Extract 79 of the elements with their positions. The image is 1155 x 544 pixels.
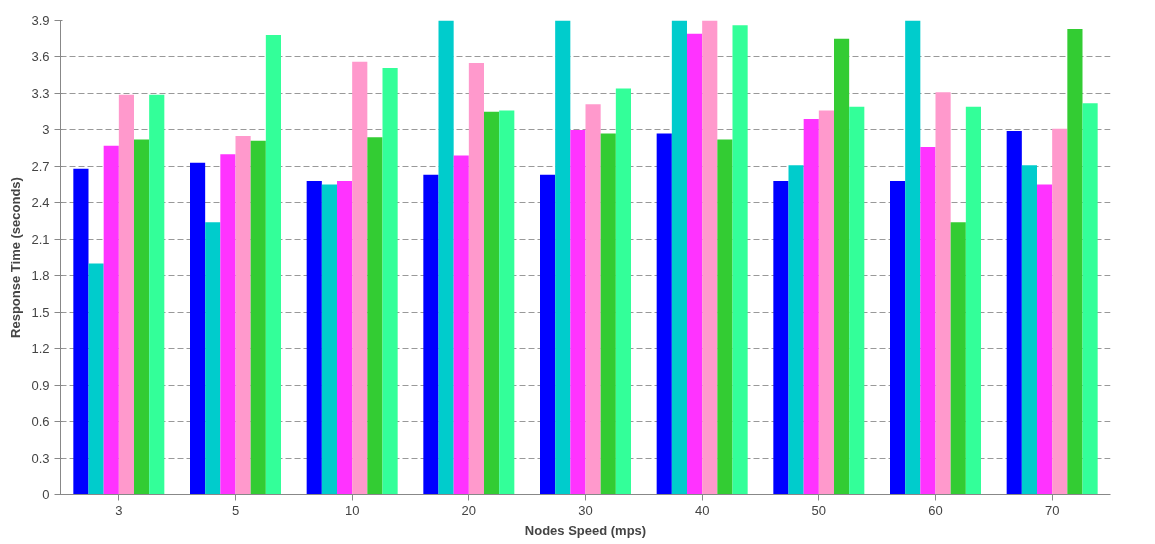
bar <box>265 35 281 495</box>
y-tick-label: 3.9 <box>31 13 50 28</box>
bar <box>890 180 906 495</box>
bar <box>1021 165 1037 495</box>
bar <box>149 94 165 495</box>
bar <box>803 118 819 495</box>
bar <box>438 20 454 495</box>
y-tick-label: 2.4 <box>31 195 50 211</box>
bar <box>788 165 804 495</box>
y-tick-label: 0.6 <box>31 414 50 430</box>
bar <box>88 263 104 495</box>
bar <box>905 20 921 495</box>
x-tick-label: 10 <box>344 502 360 518</box>
y-tick-label: 3.6 <box>31 49 50 65</box>
bar <box>250 140 266 495</box>
bar <box>423 174 439 495</box>
bar <box>950 222 966 495</box>
bar <box>1082 103 1098 495</box>
bar <box>570 129 586 495</box>
bar <box>1067 29 1083 495</box>
bar <box>453 155 469 495</box>
y-tick-label: 3.3 <box>31 85 50 101</box>
bar <box>849 106 865 495</box>
bar <box>935 92 951 495</box>
x-tick-label: 5 <box>231 502 240 518</box>
x-tick-label: 70 <box>1044 502 1060 518</box>
x-axis-title: Nodes Speed (mps) <box>524 522 647 538</box>
bar <box>585 104 601 495</box>
bar <box>190 162 206 495</box>
bar <box>352 61 368 495</box>
y-tick-label: 2.7 <box>31 158 50 174</box>
bar <box>687 33 703 495</box>
bar <box>920 146 936 495</box>
bar <box>205 222 221 495</box>
bar <box>773 180 789 495</box>
bar <box>555 20 571 495</box>
bar <box>73 168 89 495</box>
bar <box>468 63 484 495</box>
bar <box>965 106 981 495</box>
y-axis-title: Response Time (seconds) <box>8 177 24 338</box>
bar <box>118 94 134 495</box>
bar <box>656 133 672 495</box>
bar <box>103 145 119 495</box>
y-tick-label: 3 <box>42 122 50 138</box>
bar <box>1052 128 1068 495</box>
bar <box>615 88 631 495</box>
bar <box>367 137 383 495</box>
x-tick-label: 20 <box>461 502 477 518</box>
bar <box>1006 131 1022 495</box>
x-tick-label: 30 <box>578 502 593 518</box>
y-tick-label: 0.9 <box>31 377 50 393</box>
bar <box>702 20 718 495</box>
bar <box>321 184 337 495</box>
y-tick-label: 0 <box>42 487 50 502</box>
y-tick-label: 0.3 <box>31 450 50 466</box>
bar <box>382 67 398 495</box>
bar <box>540 174 556 495</box>
bar <box>834 38 850 495</box>
bar <box>484 111 500 495</box>
bar <box>306 180 322 495</box>
y-tick-label: 1.8 <box>31 268 50 284</box>
y-tick-label: 1.5 <box>31 304 50 320</box>
x-tick-label: 60 <box>928 502 943 518</box>
bar <box>732 25 748 495</box>
bar <box>220 154 236 495</box>
bar <box>1037 184 1053 495</box>
bar <box>337 180 353 495</box>
x-tick-label: 3 <box>115 502 123 518</box>
bar <box>134 139 150 495</box>
bar <box>717 139 733 495</box>
bar <box>499 110 515 495</box>
bar <box>235 135 251 495</box>
x-tick-label: 40 <box>694 502 710 518</box>
bar <box>600 133 616 495</box>
y-tick-label: 1.2 <box>31 341 50 357</box>
y-tick-label: 2.1 <box>31 231 50 247</box>
bar <box>818 110 834 495</box>
bar <box>671 20 687 495</box>
x-tick-label: 50 <box>811 502 827 518</box>
